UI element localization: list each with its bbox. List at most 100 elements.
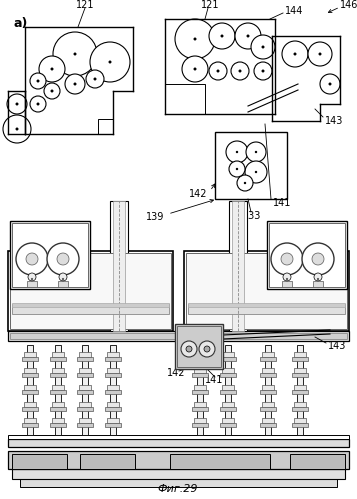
Bar [292,423,308,427]
Circle shape [255,171,257,173]
Circle shape [193,37,196,40]
Bar [260,390,276,394]
Bar [22,390,38,394]
Bar [12,304,169,314]
Bar [20,479,337,487]
Text: 133: 133 [243,211,261,221]
Circle shape [244,182,246,184]
Bar [22,407,38,411]
Bar [22,373,38,377]
Bar [82,345,88,435]
Circle shape [281,253,293,265]
Circle shape [74,52,76,55]
Bar [52,385,64,390]
Bar [8,451,349,469]
Circle shape [90,42,130,82]
Circle shape [3,115,31,143]
Bar [12,454,67,469]
Bar [222,418,234,423]
Bar [297,345,303,435]
Text: 141: 141 [205,375,223,385]
Circle shape [251,35,275,59]
Circle shape [308,42,332,66]
Bar [222,385,234,390]
Bar [265,345,271,435]
Circle shape [74,82,76,85]
Bar [282,281,292,287]
Text: 144: 144 [285,6,303,16]
Circle shape [226,141,248,163]
Bar [220,373,236,377]
Circle shape [57,253,69,265]
Bar [262,385,274,390]
Circle shape [271,243,303,275]
Bar [292,407,308,411]
Bar [292,373,308,377]
Bar [27,345,33,435]
Bar [24,402,36,407]
Bar [192,373,208,377]
Circle shape [30,96,46,112]
Bar [222,352,234,357]
Bar [107,368,119,373]
Bar [77,390,93,394]
Bar [50,423,66,427]
Bar [113,201,125,331]
Text: Фиг.29: Фиг.29 [158,484,198,494]
Circle shape [47,243,79,275]
Circle shape [231,62,249,80]
Bar [262,418,274,423]
Bar [107,385,119,390]
Circle shape [44,83,60,99]
Circle shape [181,341,197,357]
Bar [24,368,36,373]
Bar [10,253,171,329]
Bar [262,352,274,357]
Bar [50,373,66,377]
Bar [50,357,66,361]
Bar [52,418,64,423]
Bar [22,423,38,427]
Bar [58,281,68,287]
Bar [10,221,90,289]
Circle shape [186,346,192,352]
Bar [24,352,36,357]
Bar [260,423,276,427]
Bar [77,423,93,427]
Circle shape [283,273,291,281]
Circle shape [261,69,265,72]
Bar [77,373,93,377]
Circle shape [216,69,220,72]
Text: 143: 143 [325,116,343,126]
Circle shape [314,273,322,281]
Bar [197,345,203,435]
Bar [105,357,121,361]
Circle shape [236,151,238,153]
Circle shape [59,273,67,281]
Circle shape [50,89,54,92]
Circle shape [94,77,96,80]
Bar [225,345,231,435]
Bar [220,423,236,427]
Bar [269,223,345,287]
Bar [175,324,223,369]
Bar [105,407,121,411]
Bar [22,357,38,361]
Circle shape [39,56,65,82]
Bar [220,407,236,411]
Bar [260,407,276,411]
Bar [170,454,270,469]
Bar [192,390,208,394]
Bar [110,345,116,435]
Circle shape [312,253,324,265]
Bar [260,357,276,361]
Circle shape [26,253,38,265]
Circle shape [204,346,210,352]
Circle shape [318,52,322,55]
Bar [294,418,306,423]
Bar [292,390,308,394]
Bar [232,201,244,331]
Bar [184,251,349,331]
Bar [52,352,64,357]
Circle shape [15,102,19,105]
